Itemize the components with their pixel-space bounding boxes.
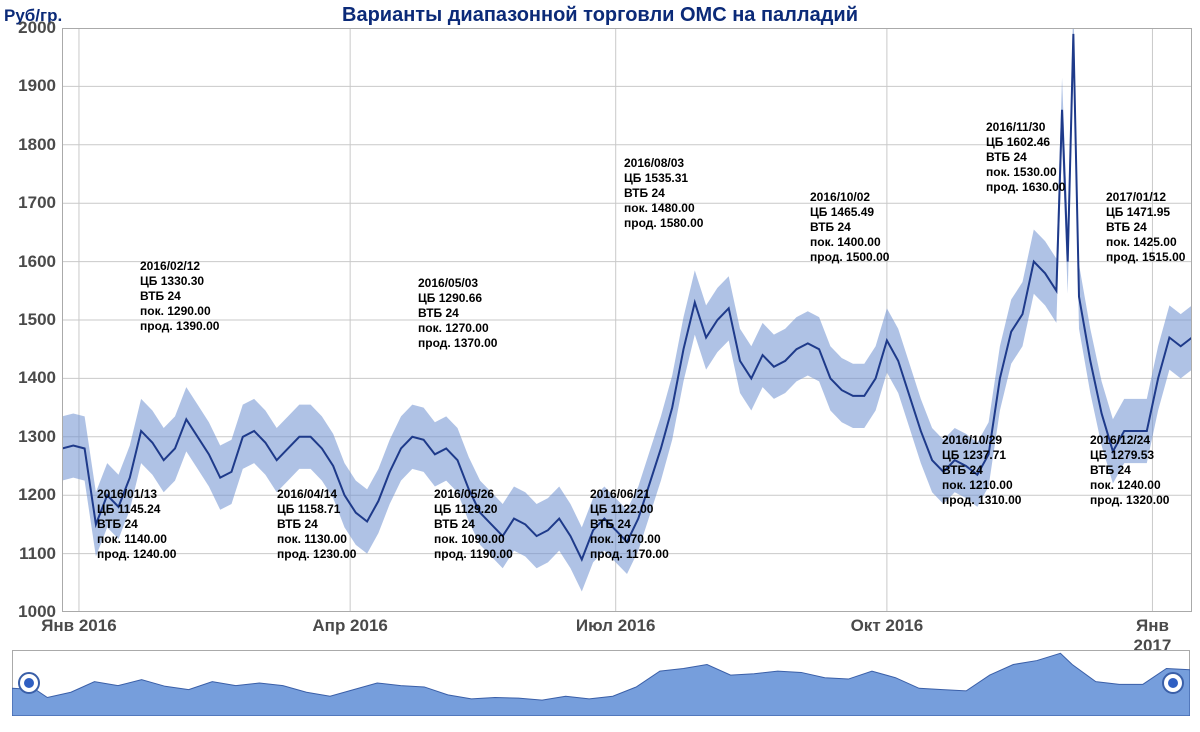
- price-annotation: 2016/10/29 ЦБ 1237.71 ВТБ 24 пок. 1210.0…: [942, 433, 1021, 508]
- price-annotation: 2016/06/21 ЦБ 1122.00 ВТБ 24 пок. 1070.0…: [590, 487, 669, 562]
- x-tick: Июл 2016: [576, 616, 656, 636]
- price-annotation: 2016/08/03 ЦБ 1535.31 ВТБ 24 пок. 1480.0…: [624, 156, 703, 231]
- price-annotation: 2016/10/02 ЦБ 1465.49 ВТБ 24 пок. 1400.0…: [810, 190, 889, 265]
- y-tick: 1500: [6, 310, 56, 330]
- price-annotation: 2016/04/14 ЦБ 1158.71 ВТБ 24 пок. 1130.0…: [277, 487, 356, 562]
- y-tick: 1800: [6, 135, 56, 155]
- chart-container: Варианты диапазонной торговли ОМС на пал…: [0, 0, 1200, 732]
- y-tick: 1400: [6, 368, 56, 388]
- price-annotation: 2016/02/12 ЦБ 1330.30 ВТБ 24 пок. 1290.0…: [140, 259, 219, 334]
- y-tick: 1200: [6, 485, 56, 505]
- navigator-handle-right[interactable]: [1162, 672, 1184, 694]
- y-tick: 1300: [6, 427, 56, 447]
- price-annotation: 2016/12/24 ЦБ 1279.53 ВТБ 24 пок. 1240.0…: [1090, 433, 1169, 508]
- navigator-svg: [12, 650, 1190, 716]
- y-tick: 1600: [6, 252, 56, 272]
- y-tick: 2000: [6, 18, 56, 38]
- x-tick: Апр 2016: [312, 616, 387, 636]
- y-tick: 1100: [6, 544, 56, 564]
- price-annotation: 2016/11/30 ЦБ 1602.46 ВТБ 24 пок. 1530.0…: [986, 120, 1065, 195]
- x-tick: Янв 2016: [41, 616, 116, 636]
- price-annotation: 2017/01/12 ЦБ 1471.95 ВТБ 24 пок. 1425.0…: [1106, 190, 1185, 265]
- price-annotation: 2016/05/26 ЦБ 1129.20 ВТБ 24 пок. 1090.0…: [434, 487, 513, 562]
- price-annotation: 2016/01/13 ЦБ 1145.24 ВТБ 24 пок. 1140.0…: [97, 487, 176, 562]
- navigator-handle-left[interactable]: [18, 672, 40, 694]
- y-tick: 1900: [6, 76, 56, 96]
- price-annotation: 2016/05/03 ЦБ 1290.66 ВТБ 24 пок. 1270.0…: [418, 276, 497, 351]
- chart-title: Варианты диапазонной торговли ОМС на пал…: [0, 4, 1200, 27]
- y-tick: 1700: [6, 193, 56, 213]
- x-tick: Окт 2016: [851, 616, 924, 636]
- navigator[interactable]: [12, 650, 1190, 716]
